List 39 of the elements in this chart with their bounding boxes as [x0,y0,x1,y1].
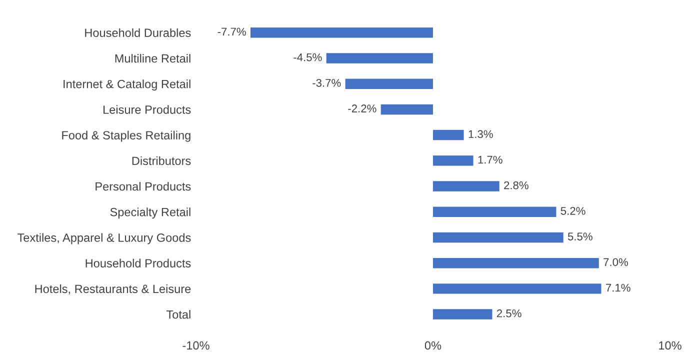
y-tick-label: Leisure Products [104,105,191,114]
bar [432,181,500,192]
data-label: 2.8% [504,181,528,190]
data-label: 7.1% [606,284,630,292]
bar [432,309,492,320]
y-tick-label: Multiline Retail [115,54,190,63]
bar [326,53,433,64]
bar [432,206,556,217]
data-label: 5.2% [560,206,586,215]
y-tick-label: Internet & Catalog Retail [64,80,190,91]
data-label: -7.7% [218,28,246,36]
y-tick-label: Distributors [132,156,191,166]
x-tick-label: 0% [424,341,442,350]
x-tick-label: 10% [659,341,682,350]
y-tick-label: Household Durables [85,28,191,38]
y-tick-label: Food & Staples Retailing [62,130,190,142]
data-label: 1.7% [478,156,502,164]
bar [432,284,602,294]
data-label: 1.3% [468,130,493,138]
y-tick-label: Personal Products [96,182,191,191]
data-label: -4.5% [294,53,322,62]
bar [250,28,433,38]
data-label: -2.2% [348,104,376,112]
y-tick-label: Total [166,310,190,319]
y-tick-label: Hotels, Restaurants & Leisure [35,284,191,294]
bar [432,130,464,140]
y-tick-label: Household Products [86,258,191,268]
bar [432,258,599,268]
data-label: 5.5% [568,232,592,240]
data-label: -3.7% [312,78,341,87]
data-label: 2.5% [496,309,522,318]
y-tick-label: Textiles, Apparel & Luxury Goods [18,233,191,244]
data-label: 7.0% [604,258,628,266]
bar [432,232,564,243]
bar [345,78,433,89]
y-tick-label: Specialty Retail [110,208,190,219]
bar [380,104,433,115]
x-tick-label: -10% [182,341,210,350]
bar [432,156,474,166]
